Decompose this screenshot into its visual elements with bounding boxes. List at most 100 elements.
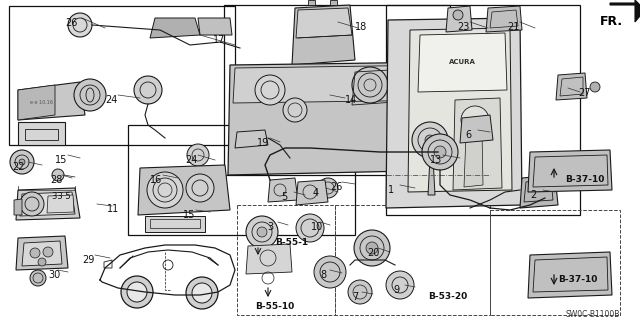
- Circle shape: [246, 216, 278, 248]
- Text: 27: 27: [578, 88, 591, 98]
- Text: B-37-10: B-37-10: [558, 275, 597, 284]
- Polygon shape: [428, 158, 435, 195]
- Polygon shape: [330, 0, 337, 5]
- Text: 16: 16: [150, 175, 163, 185]
- Circle shape: [187, 144, 209, 166]
- Polygon shape: [292, 5, 355, 65]
- Polygon shape: [18, 82, 85, 120]
- Text: ACURA: ACURA: [449, 59, 476, 65]
- Circle shape: [43, 247, 53, 257]
- Bar: [224, 5, 450, 175]
- Text: 18: 18: [355, 22, 367, 32]
- Polygon shape: [18, 122, 65, 145]
- Text: 19: 19: [257, 138, 269, 148]
- Circle shape: [400, 100, 430, 130]
- Text: B-37-10: B-37-10: [565, 175, 604, 184]
- Circle shape: [192, 283, 212, 303]
- Text: 17: 17: [213, 35, 225, 45]
- Polygon shape: [448, 133, 483, 160]
- Polygon shape: [233, 65, 450, 103]
- Text: 23: 23: [457, 22, 469, 32]
- Circle shape: [257, 227, 267, 237]
- Circle shape: [52, 169, 64, 181]
- Polygon shape: [418, 33, 507, 92]
- Polygon shape: [47, 195, 74, 213]
- Circle shape: [134, 76, 162, 104]
- Text: 21: 21: [507, 22, 520, 32]
- Polygon shape: [486, 6, 522, 32]
- Circle shape: [121, 276, 153, 308]
- Text: 3: 3: [267, 222, 273, 232]
- Text: 6: 6: [465, 130, 471, 140]
- Circle shape: [432, 62, 448, 78]
- Circle shape: [20, 192, 44, 216]
- Text: B-55-10: B-55-10: [255, 302, 294, 311]
- Polygon shape: [268, 178, 298, 202]
- Circle shape: [590, 82, 600, 92]
- Bar: [128, 125, 355, 235]
- Circle shape: [255, 75, 285, 105]
- Circle shape: [30, 248, 40, 258]
- Circle shape: [19, 159, 25, 165]
- Polygon shape: [453, 98, 502, 190]
- Polygon shape: [228, 62, 455, 175]
- Text: 28: 28: [50, 175, 62, 185]
- Polygon shape: [408, 28, 512, 192]
- Polygon shape: [14, 199, 22, 215]
- Polygon shape: [528, 252, 612, 298]
- Text: 14: 14: [345, 95, 357, 105]
- Text: 10: 10: [311, 222, 323, 232]
- Circle shape: [352, 67, 388, 103]
- Circle shape: [318, 178, 338, 198]
- Circle shape: [434, 146, 446, 158]
- Circle shape: [422, 134, 458, 170]
- Text: 24: 24: [105, 95, 117, 105]
- Text: 33 5: 33 5: [52, 192, 70, 201]
- Text: 30: 30: [48, 270, 60, 280]
- Polygon shape: [16, 236, 68, 270]
- Polygon shape: [556, 73, 587, 100]
- Circle shape: [425, 135, 435, 145]
- Text: 20: 20: [367, 248, 380, 258]
- Polygon shape: [16, 188, 80, 220]
- Text: 8: 8: [320, 270, 326, 280]
- Circle shape: [30, 270, 46, 286]
- Polygon shape: [20, 192, 75, 216]
- Circle shape: [74, 79, 106, 111]
- Text: 29: 29: [82, 255, 94, 265]
- Circle shape: [10, 150, 34, 174]
- Polygon shape: [464, 132, 483, 187]
- Text: B-53-20: B-53-20: [428, 292, 467, 301]
- Polygon shape: [296, 180, 328, 205]
- Polygon shape: [198, 18, 232, 35]
- Text: 15: 15: [55, 155, 67, 165]
- Bar: [490, 210, 620, 315]
- Polygon shape: [308, 0, 315, 5]
- Circle shape: [127, 282, 147, 302]
- Text: e·e 10.16: e·e 10.16: [30, 100, 53, 106]
- Circle shape: [348, 280, 372, 304]
- Circle shape: [68, 13, 92, 37]
- Polygon shape: [446, 6, 472, 32]
- Circle shape: [461, 106, 489, 134]
- Circle shape: [453, 10, 463, 20]
- Circle shape: [147, 172, 183, 208]
- Polygon shape: [296, 8, 352, 38]
- Bar: [237, 205, 335, 315]
- Circle shape: [354, 230, 390, 266]
- Text: 22: 22: [12, 162, 24, 172]
- Polygon shape: [520, 175, 558, 208]
- Polygon shape: [528, 150, 612, 192]
- Polygon shape: [386, 18, 522, 208]
- Polygon shape: [246, 244, 292, 274]
- Text: 2: 2: [530, 190, 536, 200]
- Polygon shape: [138, 165, 230, 215]
- Text: 4: 4: [313, 188, 319, 198]
- Polygon shape: [22, 241, 62, 266]
- Bar: [386, 5, 580, 215]
- Text: B-55-1: B-55-1: [275, 238, 308, 247]
- Text: 5: 5: [281, 192, 287, 202]
- Text: 26: 26: [330, 182, 342, 192]
- Bar: [9, 6, 235, 145]
- Text: 1: 1: [388, 185, 394, 195]
